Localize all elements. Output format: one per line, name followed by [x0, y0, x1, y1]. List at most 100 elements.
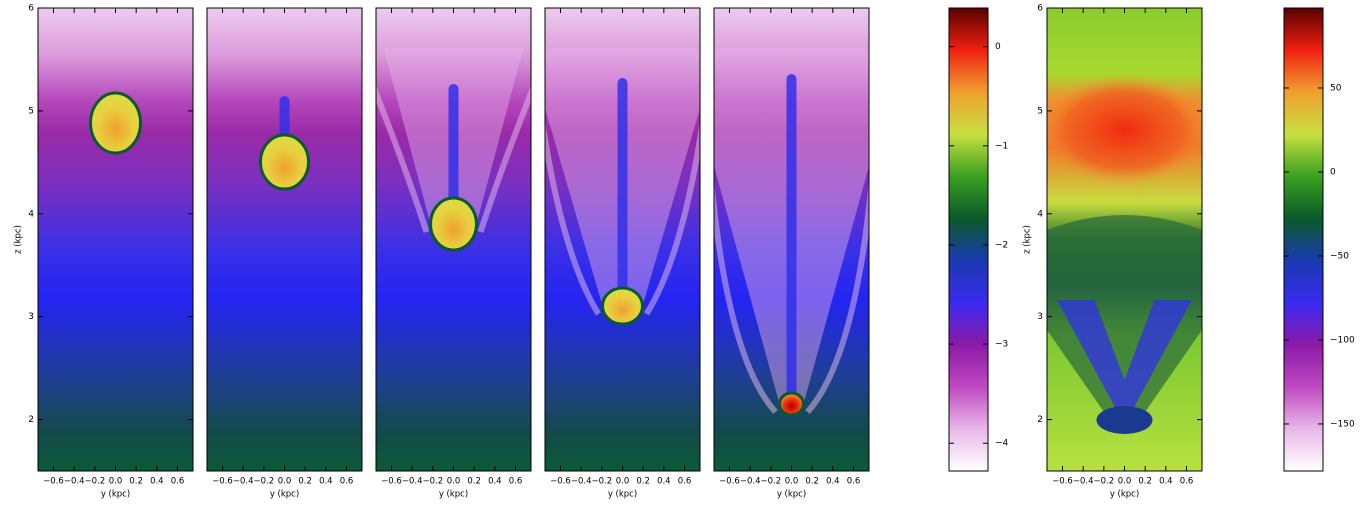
colorbar: 50 0 −50 −100 −150 — [1283, 7, 1355, 472]
cloud — [259, 133, 310, 191]
tail — [448, 84, 459, 224]
hot-region — [1047, 75, 1202, 185]
y-axis-label: z (kpc) — [14, 225, 24, 254]
cloud — [601, 286, 644, 326]
colorbar-tick-label: −150 — [1330, 419, 1355, 429]
colorbar-tick-label: −50 — [1330, 251, 1349, 261]
x-tick-label: −0.2 — [1094, 477, 1115, 487]
x-tick-label: −0.4 — [402, 477, 423, 487]
y-tick-label: 5 — [1037, 106, 1043, 116]
y-tick-label: 3 — [28, 312, 34, 322]
colorbar-tick-label: −4 — [995, 439, 1009, 449]
x-tick-label: 0.4 — [826, 477, 840, 487]
x-tick-label: −0.2 — [85, 477, 106, 487]
x-tick-label: 0.4 — [1159, 477, 1173, 487]
x-tick-label: 0.0 — [785, 477, 799, 487]
colorbar-tick-label: 50 — [1330, 83, 1342, 93]
x-axis-label: y (kpc) — [101, 490, 130, 500]
y-axis-label: z (kpc) — [1023, 225, 1033, 254]
x-tick-label: −0.4 — [1073, 477, 1094, 487]
x-axis-label: y (kpc) — [270, 490, 299, 500]
x-tick-label: 0.6 — [509, 477, 523, 487]
x-tick-label: 0.0 — [278, 477, 292, 487]
colorbar-tick-label: −3 — [995, 340, 1008, 350]
tail — [786, 74, 797, 404]
colorbar-fill — [1284, 8, 1323, 471]
x-axis-label: y (kpc) — [1110, 490, 1139, 500]
field-image — [38, 8, 193, 471]
cloud — [778, 391, 805, 417]
x-tick-label: 0.4 — [488, 477, 502, 487]
x-tick-label: 0.6 — [1180, 477, 1194, 487]
y-tick-label: 4 — [1037, 209, 1043, 219]
x-tick-label: −0.6 — [212, 477, 233, 487]
field-image — [376, 8, 531, 471]
y-tick-label: 2 — [1037, 415, 1043, 425]
x-tick-label: −0.2 — [761, 477, 782, 487]
colorbar-tick-label: −2 — [995, 240, 1008, 250]
x-tick-label: 0.6 — [171, 477, 185, 487]
colorbar-tick-label: 0 — [995, 42, 1001, 52]
colorbar-tick-label: −100 — [1330, 335, 1355, 345]
y-tick-label: 6 — [1037, 4, 1043, 14]
cloud — [89, 91, 142, 155]
x-tick-label: 0.2 — [636, 477, 650, 487]
x-tick-label: −0.4 — [233, 477, 254, 487]
x-tick-label: 0.6 — [340, 477, 354, 487]
x-tick-label: −0.4 — [740, 477, 761, 487]
tail — [617, 78, 628, 306]
x-tick-label: −0.6 — [43, 477, 64, 487]
field-image — [1047, 8, 1202, 471]
x-tick-label: −0.2 — [592, 477, 613, 487]
colorbar: 0 −1 −2 −3 −4 — [948, 7, 1009, 472]
x-tick-label: 0.6 — [847, 477, 861, 487]
x-tick-label: 0.2 — [467, 477, 481, 487]
y-tick-label: 6 — [28, 4, 34, 14]
x-tick-label: 0.2 — [129, 477, 143, 487]
x-tick-label: 0.0 — [109, 477, 123, 487]
x-tick-label: −0.2 — [254, 477, 275, 487]
wake — [545, 119, 602, 316]
x-axis-label: y (kpc) — [439, 490, 468, 500]
colorbar-frame — [948, 7, 989, 472]
base — [1096, 406, 1153, 434]
background — [207, 8, 362, 471]
x-tick-label: 0.4 — [150, 477, 164, 487]
x-tick-label: 0.2 — [1138, 477, 1152, 487]
colorbar-frame — [1283, 7, 1324, 472]
wake — [714, 178, 778, 415]
field-image — [207, 8, 362, 471]
x-tick-label: 0.6 — [678, 477, 692, 487]
colorbar-tick-label: 0 — [1330, 167, 1336, 177]
background — [38, 8, 193, 471]
panel: −0.6 −0.4 −0.2 0.0 0.2 0.4 0.6 2 3 4 5 6 y (kpc) z (k… — [1023, 4, 1203, 500]
colorbar-tick-label: −1 — [995, 141, 1008, 151]
y-tick-label: 2 — [28, 415, 34, 425]
x-tick-label: 0.0 — [616, 477, 630, 487]
wake — [805, 178, 869, 415]
panel: −0.6 −0.4 −0.2 0.0 0.2 0.4 0.6 y (kpc) — [544, 7, 701, 500]
wake — [376, 85, 430, 233]
wake — [643, 119, 700, 316]
x-tick-label: −0.2 — [423, 477, 444, 487]
x-tick-label: −0.6 — [719, 477, 740, 487]
x-tick-label: −0.6 — [1052, 477, 1073, 487]
y-tick-label: 5 — [28, 106, 34, 116]
wake — [477, 85, 531, 233]
field-image — [545, 8, 700, 471]
x-tick-label: 0.4 — [319, 477, 333, 487]
x-axis-label: y (kpc) — [777, 490, 806, 500]
x-tick-label: −0.4 — [64, 477, 85, 487]
x-tick-label: −0.6 — [381, 477, 402, 487]
x-tick-label: −0.6 — [550, 477, 571, 487]
x-axis-label: y (kpc) — [608, 490, 637, 500]
y-tick-label: 4 — [28, 209, 34, 219]
panel: −0.6 −0.4 −0.2 0.0 0.2 0.4 0.6 y (kpc) — [375, 7, 532, 500]
x-tick-label: 0.4 — [657, 477, 671, 487]
v-shape — [1057, 300, 1192, 410]
panel: −0.6 −0.4 −0.2 0.0 0.2 0.4 0.6 y (kpc) — [206, 7, 363, 500]
y-tick-label: 3 — [1037, 312, 1043, 322]
v-shape — [1047, 215, 1202, 420]
x-tick-label: 0.0 — [1118, 477, 1132, 487]
